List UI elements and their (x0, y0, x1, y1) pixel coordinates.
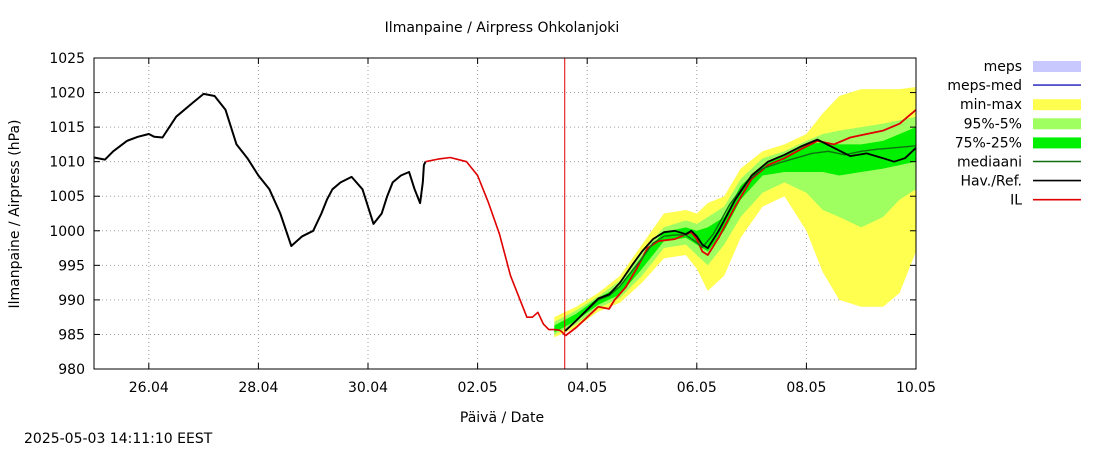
legend-label: meps-med (947, 78, 1022, 94)
legend-label: 75%-25% (955, 135, 1022, 151)
x-tick-label: 02.05 (458, 380, 498, 396)
x-tick-label: 04.05 (567, 380, 607, 396)
legend: meps meps-med min-max 95%-5% 75%-25% mediaani… (947, 59, 1081, 209)
x-tick-label: 26.04 (129, 380, 169, 396)
x-tick-label: 06.05 (677, 380, 717, 396)
legend-label: 95%-5% (964, 116, 1022, 132)
y-axis-label: Ilmanpaine / Airpress (hPa) (7, 120, 23, 309)
band-layer (554, 87, 916, 338)
grid-layer (94, 58, 916, 369)
y-tick-label: 1020 (49, 86, 85, 102)
x-tick-label: 08.05 (786, 380, 826, 396)
legend-label: mediaani (957, 155, 1022, 171)
legend-label: Hav./Ref. (960, 174, 1022, 190)
y-tick-label: 1015 (49, 120, 85, 136)
x-axis-label: Päivä / Date (460, 410, 544, 426)
legend-item-p95-5: 95%-5% (964, 116, 1081, 132)
line-median (564, 145, 917, 331)
y-tick-label: 1000 (49, 224, 85, 240)
legend-item-min-max: min-max (960, 97, 1081, 113)
timestamp: 2025-05-03 14:11:10 EEST (24, 431, 213, 447)
legend-label: IL (1010, 193, 1022, 209)
line-il-forecast (564, 109, 917, 337)
y-tick-label: 990 (58, 293, 85, 309)
legend-item-median: mediaani (957, 155, 1081, 171)
line-il-history (425, 156, 566, 337)
legend-item-p75-25: 75%-25% (955, 135, 1081, 151)
legend-label: meps (984, 59, 1022, 75)
tick-layer: 980 985 990 995 1000 1005 1010 1015 1020 1025 26.0… (49, 51, 936, 396)
y-tick-label: 1005 (49, 189, 85, 205)
legend-swatch (1033, 137, 1081, 149)
line-layer (93, 58, 917, 369)
y-tick-label: 1025 (49, 51, 85, 67)
line-observed-forecast (564, 138, 917, 332)
y-tick-label: 995 (58, 258, 85, 274)
legend-swatch (1033, 99, 1081, 111)
x-tick-label: 10.05 (896, 380, 936, 396)
legend-label: min-max (960, 97, 1022, 113)
legend-swatch (1033, 61, 1081, 72)
x-tick-label: 28.04 (238, 380, 278, 396)
y-tick-label: 1010 (49, 155, 85, 171)
chart-title: Ilmanpaine / Airpress Ohkolanjoki (385, 20, 620, 36)
y-tick-label: 985 (58, 327, 85, 343)
plot-frame (93, 57, 917, 370)
line-observed (93, 92, 427, 247)
legend-swatch (1033, 118, 1081, 130)
legend-item-meps: meps (984, 59, 1081, 75)
x-tick-label: 30.04 (348, 380, 388, 396)
band-75-25 (554, 127, 916, 333)
legend-item-meps-med: meps-med (947, 78, 1081, 94)
legend-item-observed: Hav./Ref. (960, 174, 1081, 190)
y-tick-label: 980 (58, 362, 85, 378)
legend-item-il: IL (1010, 193, 1081, 209)
